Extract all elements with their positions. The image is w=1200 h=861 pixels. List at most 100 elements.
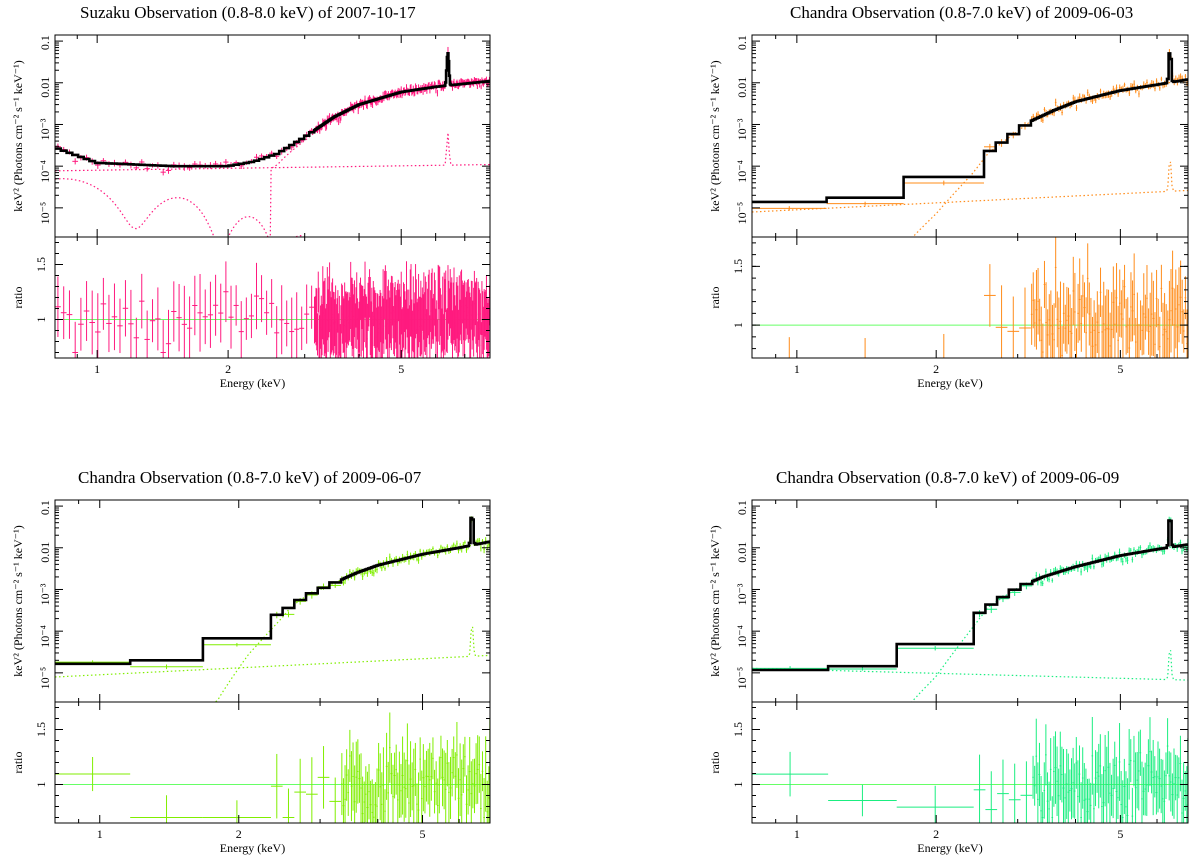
model-line <box>752 519 1188 672</box>
ratio-point <box>457 768 460 823</box>
ratio-point <box>306 757 318 823</box>
ratio-point <box>441 308 443 353</box>
ratio-point <box>421 287 423 331</box>
ratio-point <box>347 300 349 346</box>
ratio-point <box>1134 752 1137 823</box>
ratio-point <box>451 277 453 345</box>
ratio-point <box>284 300 290 347</box>
ratio-point <box>396 772 399 823</box>
ratio-point <box>375 292 377 358</box>
ratio-point <box>1107 289 1110 358</box>
ratio-point <box>334 299 336 347</box>
ratio-point <box>434 280 436 337</box>
y-tick-label: 10⁻³ <box>38 583 52 605</box>
ratio-point <box>401 309 403 358</box>
data-point <box>465 546 468 553</box>
ratio-point <box>359 282 361 357</box>
data-point <box>165 167 172 174</box>
ratio-point <box>453 267 455 340</box>
ratio-point <box>1155 770 1158 815</box>
data-point <box>1149 542 1151 550</box>
x-tick-label: 5 <box>1117 827 1123 841</box>
ratio-point <box>60 286 67 340</box>
data-point <box>440 544 442 550</box>
ratio-point <box>388 290 390 358</box>
ratio-point <box>1173 288 1176 358</box>
ratio-point <box>1089 782 1092 823</box>
ratio-point <box>1128 317 1131 358</box>
ratio-point <box>376 768 378 823</box>
ratio-point <box>435 308 437 358</box>
ratio-point <box>372 311 374 358</box>
chart-panel-4: Chandra Observation (0.8-7.0 keV) of 200… <box>708 468 1189 855</box>
ratio-point <box>1057 768 1060 823</box>
ratio-point <box>1080 295 1083 352</box>
ratio-point <box>1065 749 1068 819</box>
ratio-point <box>1007 296 1020 358</box>
ratio-point <box>416 783 418 823</box>
spectrum-frame <box>751 499 1189 703</box>
ratio-point <box>1115 263 1118 333</box>
data-point <box>1061 109 1063 116</box>
ratio-point <box>349 729 351 783</box>
ratio-point <box>66 290 73 339</box>
ratio-point <box>1045 282 1047 358</box>
ratio-point <box>1019 287 1031 358</box>
ratio-point <box>468 286 470 340</box>
ratio-point <box>294 292 300 358</box>
ratio-point <box>155 287 161 351</box>
ratio-point <box>1125 771 1127 823</box>
ratio-point <box>445 309 447 352</box>
data-point <box>1181 547 1183 555</box>
data-point <box>259 153 265 159</box>
ratio-point <box>389 297 391 348</box>
ratio-point <box>320 295 322 358</box>
ratio-point <box>476 277 478 353</box>
data-point <box>1121 557 1124 566</box>
y-tick-label: 10⁻⁵ <box>38 667 52 690</box>
ratio-point <box>1093 300 1095 358</box>
ratio-point <box>379 289 381 358</box>
ratio-point <box>1056 291 1059 348</box>
data-point <box>1101 560 1103 568</box>
ratio-point <box>414 742 417 796</box>
data-point <box>1080 568 1082 576</box>
ratio-point <box>381 772 383 823</box>
ratio-point <box>1035 270 1038 350</box>
ratio-point <box>433 272 435 326</box>
ratio-point <box>369 269 371 318</box>
ratio-point <box>398 751 401 818</box>
ratio-point <box>1094 750 1097 807</box>
ratio-point <box>1137 731 1140 811</box>
ratio-point <box>436 300 438 342</box>
ratio-point <box>468 737 471 807</box>
ratio-y-tick-label: 1.5 <box>34 257 48 272</box>
ratio-point <box>349 297 351 342</box>
data-point <box>464 540 466 545</box>
ratio-point <box>463 282 465 341</box>
ratio-point <box>1121 780 1124 823</box>
ratio-point <box>438 756 441 814</box>
y-tick-label: 0.1 <box>38 35 52 50</box>
ratio-plot <box>752 237 1188 358</box>
ratio-point <box>1088 778 1090 820</box>
ratio-point <box>465 282 467 329</box>
ratio-point <box>1067 753 1070 823</box>
ratio-point <box>486 780 489 823</box>
ratio-point <box>355 741 358 813</box>
ratio-point <box>371 779 374 823</box>
ratio-point <box>1147 308 1150 355</box>
ratio-point <box>440 735 442 780</box>
ratio-point <box>1117 776 1119 820</box>
ratio-point <box>417 298 419 358</box>
ratio-point <box>1141 305 1143 356</box>
ratio-point <box>318 287 320 358</box>
ratio-point <box>1150 750 1153 794</box>
ratio-point <box>1154 312 1156 358</box>
ratio-point <box>1126 778 1129 823</box>
ratio-point <box>1067 287 1070 345</box>
spectrum-frame <box>751 34 1189 238</box>
x-tick-label: 2 <box>236 827 242 841</box>
ratio-point <box>233 285 239 326</box>
ratio-point <box>393 306 395 355</box>
